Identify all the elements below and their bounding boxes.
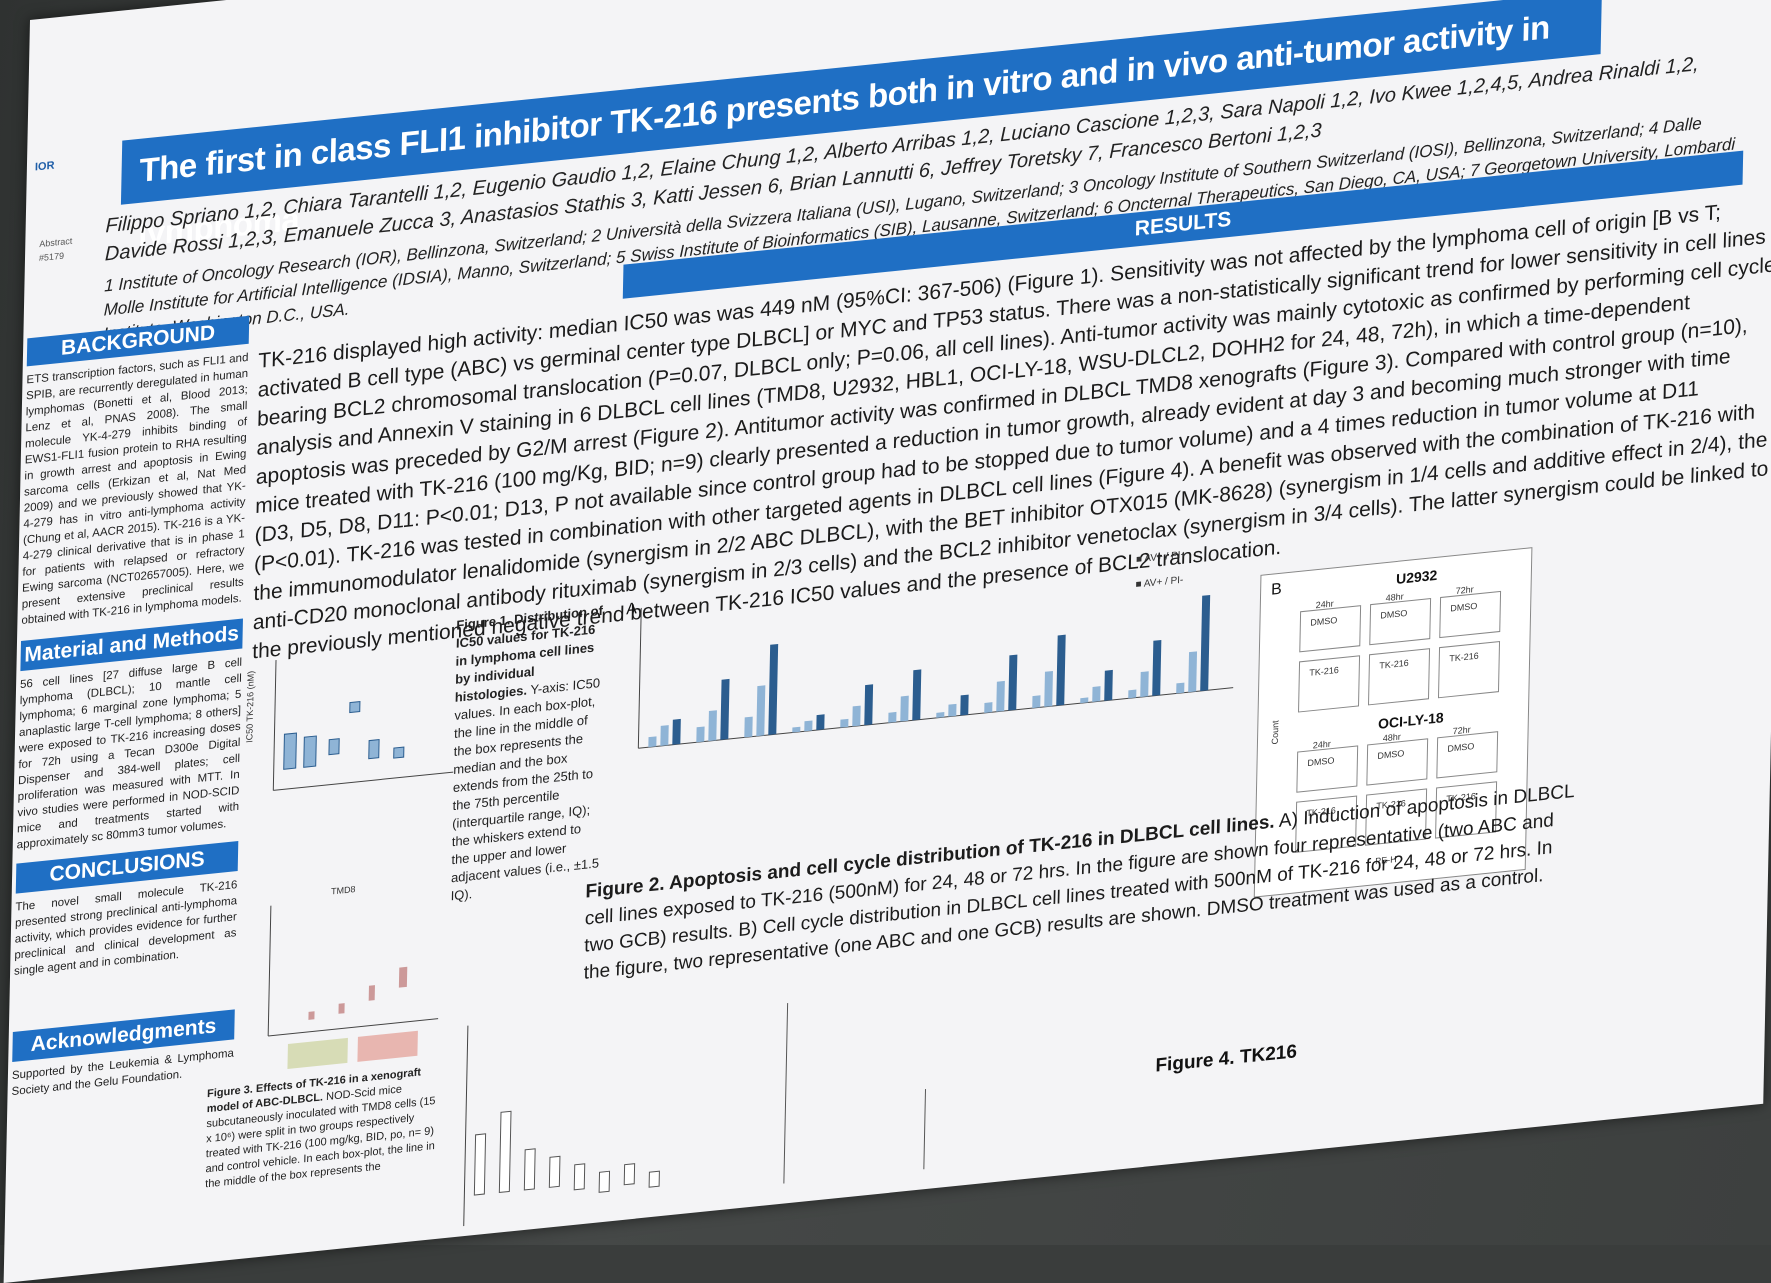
apoptosis-bar: [1188, 651, 1198, 693]
apoptosis-bar: [1176, 682, 1185, 694]
research-poster: IOR The first in class FLI1 inhibitor TK…: [3, 0, 1771, 1283]
apoptosis-bar: [852, 705, 861, 727]
apoptosis-bar: [1152, 639, 1162, 696]
apoptosis-bar: [708, 710, 717, 742]
figure2a-bars: [648, 594, 1211, 748]
apoptosis-bar: [720, 678, 730, 740]
apoptosis-bar: [864, 684, 874, 726]
apoptosis-bar: [1200, 594, 1211, 692]
svg-text:TK-216: TK-216: [1446, 791, 1476, 804]
svg-text:TK-216: TK-216: [1379, 658, 1409, 671]
apoptosis-bar: [960, 694, 969, 716]
svg-text:TK-216: TK-216: [1309, 665, 1339, 678]
svg-text:48hr: 48hr: [1383, 732, 1401, 744]
apoptosis-bar: [1032, 695, 1041, 709]
apoptosis-bar: [888, 711, 897, 723]
apoptosis-bar: [804, 720, 813, 732]
svg-text:48hr: 48hr: [1386, 591, 1404, 603]
figure-bottom-boxplot: [463, 1003, 927, 1227]
apoptosis-bar: [792, 726, 801, 733]
apoptosis-bar: [672, 718, 681, 745]
svg-text:DMSO: DMSO: [1380, 608, 1407, 621]
apoptosis-bar: [696, 726, 705, 743]
apoptosis-bar: [1128, 689, 1137, 699]
apoptosis-bar: [756, 685, 766, 737]
legend-av-pi-minus: ■ AV+ / PI-: [1135, 575, 1183, 591]
apoptosis-bar: [912, 669, 922, 721]
apoptosis-bar: [1092, 686, 1101, 702]
abstract-id: #5179: [38, 250, 65, 264]
svg-text:24hr: 24hr: [1316, 598, 1334, 610]
svg-text:TK-216: TK-216: [1306, 805, 1336, 818]
figure1-caption: Figure 1. Distribution of IC50 values fo…: [450, 601, 606, 905]
svg-text:OCI-LY-18: OCI-LY-18: [1378, 709, 1444, 732]
apoptosis-bar: [996, 680, 1005, 712]
apoptosis-bar: [1008, 654, 1018, 711]
apoptosis-bar: [768, 643, 779, 735]
apoptosis-bar: [660, 725, 669, 746]
svg-text:TK-216: TK-216: [1376, 798, 1406, 811]
svg-text:DMSO: DMSO: [1307, 755, 1334, 768]
figure3-xenograft-plot: TMD8: [267, 884, 439, 1070]
svg-text:72hr: 72hr: [1453, 724, 1471, 736]
svg-text:Count: Count: [1270, 719, 1280, 745]
figure1-caption-text: Y-axis: IC50 values. In each box-plot, t…: [450, 675, 601, 904]
apoptosis-bar: [1104, 669, 1113, 701]
apoptosis-bar: [984, 702, 993, 713]
apoptosis-bar: [840, 718, 849, 728]
apoptosis-bar: [648, 736, 657, 748]
figure2a-bar-chart: A ■ AV+ / PI+ ■ AV+ / PI-: [626, 549, 1234, 749]
apoptosis-bar: [744, 716, 753, 738]
apoptosis-bar: [816, 714, 825, 731]
apoptosis-bar: [936, 712, 945, 718]
conclusions-text: The novel small molecule TK-216 presente…: [13, 879, 238, 978]
svg-text:DMSO: DMSO: [1310, 615, 1337, 628]
apoptosis-bar: [900, 695, 909, 722]
apoptosis-bar: [948, 703, 957, 717]
logo-text: IOR: [34, 159, 55, 174]
svg-text:DMSO: DMSO: [1377, 748, 1404, 761]
figure2b-flow-cytometry: B U2932 OCI-LY-18 24hr 48hr 72hr 24hr 48hr 7…: [1253, 547, 1533, 898]
svg-text:PE-H: PE-H: [1375, 854, 1397, 866]
svg-text:TMD8: TMD8: [331, 884, 356, 896]
apoptosis-bar: [1044, 670, 1053, 707]
svg-text:B: B: [1271, 580, 1282, 599]
figure3-caption: Figure 3. Effects of TK-216 in a xenogra…: [205, 1064, 437, 1193]
apoptosis-bar: [1140, 671, 1149, 698]
legend-av-pi-plus: ■ AV+ / PI+: [1136, 549, 1187, 565]
background-text: ETS transcription factors, such as FLI1 …: [21, 351, 249, 628]
svg-text:DMSO: DMSO: [1447, 741, 1474, 754]
svg-text:TK-216: TK-216: [1449, 651, 1479, 664]
svg-text:U2932: U2932: [1396, 567, 1438, 587]
apoptosis-bar: [1056, 634, 1066, 706]
abstract-number: Abstract #5179: [39, 234, 73, 265]
svg-text:72hr: 72hr: [1456, 584, 1474, 596]
figure2a-label: A: [626, 599, 637, 618]
ior-logo: IOR: [35, 160, 55, 174]
svg-text:24hr: 24hr: [1313, 739, 1331, 751]
figure4-title: Figure 4. TK216: [1155, 1041, 1298, 1077]
svg-text:DMSO: DMSO: [1450, 601, 1477, 614]
svg-text:IC50 TK-216 (nM): IC50 TK-216 (nM): [244, 670, 255, 743]
apoptosis-bar: [1080, 697, 1089, 704]
figure1-boxplot: IC50 TK-216 (nM): [244, 660, 454, 791]
methods-text: 56 cell lines [27 diffuse large B cell l…: [16, 656, 243, 852]
